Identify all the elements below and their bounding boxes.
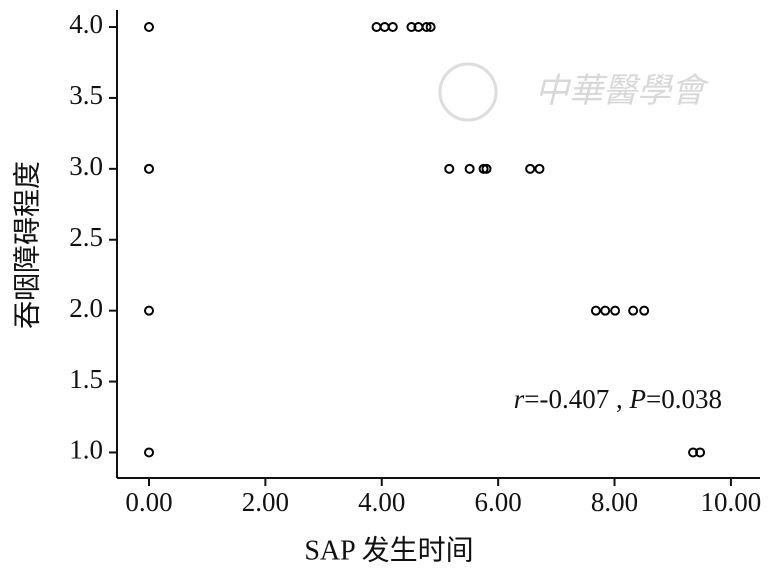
watermark-logo: [438, 62, 498, 122]
point: [695, 447, 706, 458]
point: [444, 163, 455, 174]
point: [425, 22, 436, 33]
point: [421, 22, 432, 33]
point: [371, 22, 382, 33]
point: [144, 163, 155, 174]
point: [144, 447, 155, 458]
point: [534, 163, 545, 174]
point: [628, 305, 639, 316]
point: [387, 22, 398, 33]
annotation: r=-0.407 , P=0.038: [514, 384, 722, 414]
x-tick-label: 10.00: [701, 487, 762, 517]
y-axis-label: 吞咽障碍程度: [11, 161, 43, 329]
y-tick-label: 1.0: [69, 435, 103, 465]
y-tick-label: 4.0: [69, 9, 103, 39]
y-tick-label: 1.5: [69, 364, 103, 394]
x-tick-label: 0.00: [125, 487, 172, 517]
x-tick-label: 6.00: [475, 487, 522, 517]
point: [144, 22, 155, 33]
point: [144, 305, 155, 316]
point: [639, 305, 650, 316]
x-axis-label: SAP 发生时间: [304, 534, 473, 566]
annotation-part: =0.038: [646, 384, 722, 414]
point: [464, 163, 475, 174]
point: [379, 22, 390, 33]
point: [590, 305, 601, 316]
point: [688, 447, 699, 458]
annotation-part: r: [514, 384, 525, 414]
y-tick-label: 3.0: [69, 151, 103, 181]
point: [481, 163, 492, 174]
x-tick-label: 4.00: [358, 487, 405, 517]
point: [525, 163, 536, 174]
x-tick-label: 8.00: [591, 487, 638, 517]
point: [610, 305, 621, 316]
x-tick-label: 2.00: [242, 487, 289, 517]
y-tick-label: 3.5: [69, 80, 103, 110]
annotation-part: =-0.407 ,: [524, 384, 629, 414]
point: [600, 305, 611, 316]
watermark: 中華醫學會: [535, 73, 710, 110]
y-tick-label: 2.0: [69, 293, 103, 323]
point: [406, 22, 417, 33]
y-tick-label: 2.5: [69, 222, 103, 252]
annotation-part: P: [629, 384, 647, 414]
